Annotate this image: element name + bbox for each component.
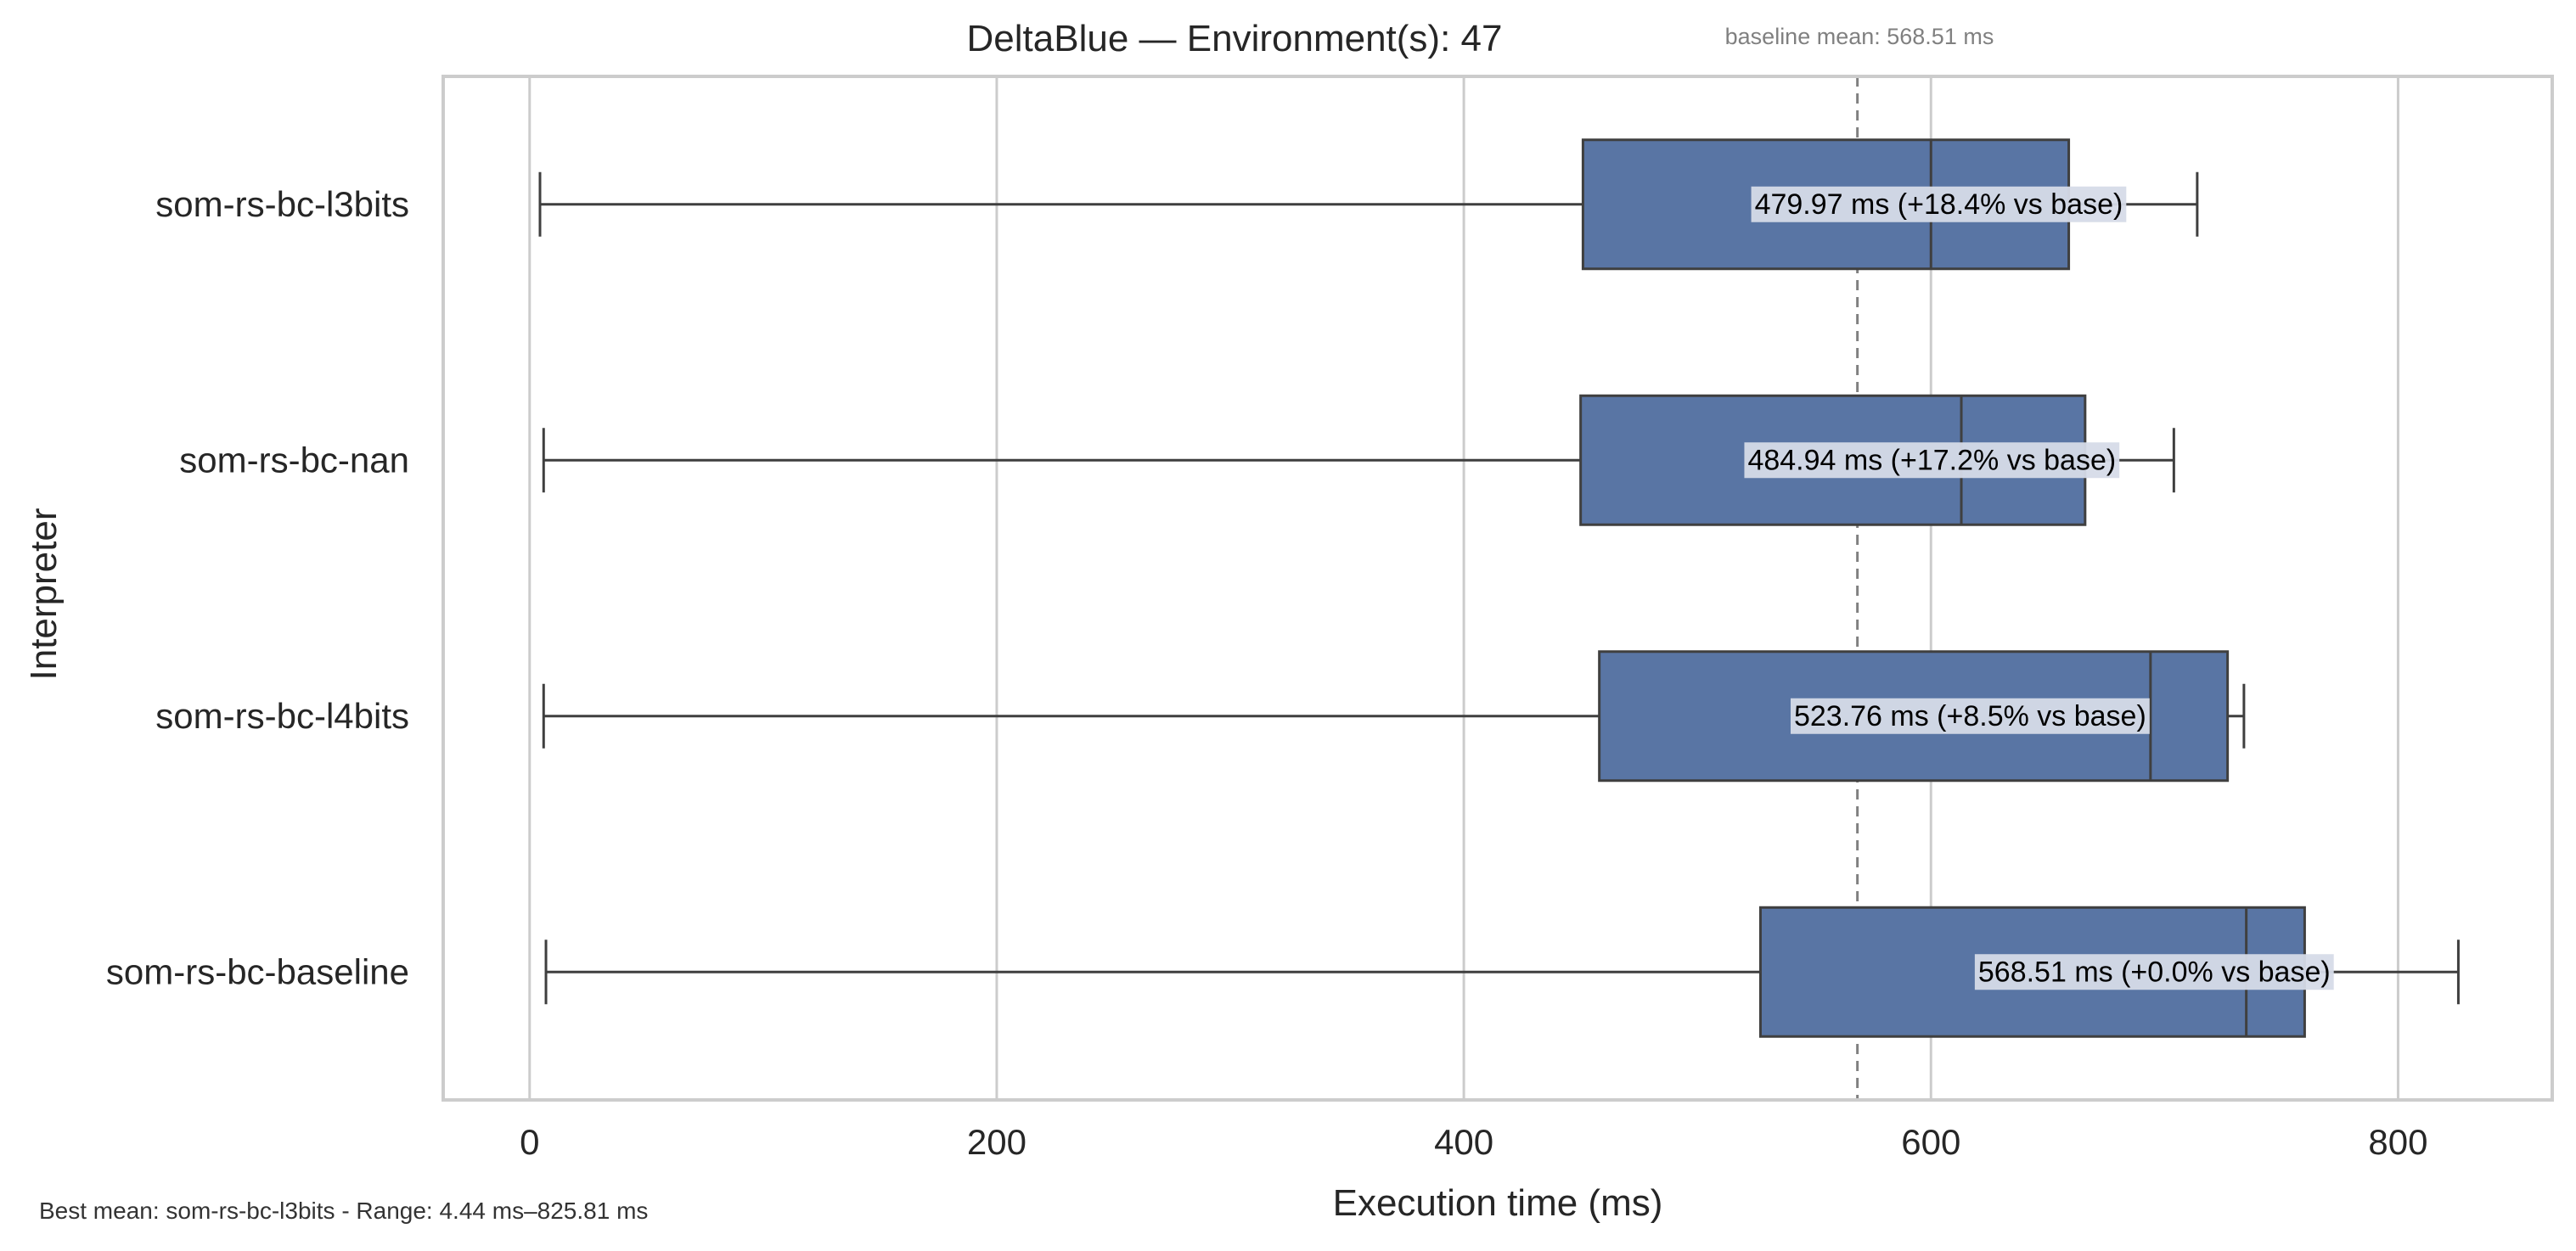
annotation-background — [1974, 954, 2334, 990]
x-tick-label: 200 — [967, 1122, 1026, 1162]
annotation-text: 479.97 ms (+18.4% vs base) — [1755, 188, 2123, 221]
chart-title: DeltaBlue — Environment(s): 47 — [967, 18, 1503, 59]
y-tick-label: som-rs-bc-l4bits — [155, 696, 409, 736]
annotation-background — [1751, 186, 2127, 222]
x-tick-label: 800 — [2368, 1122, 2427, 1162]
annotation-text: 568.51 ms (+0.0% vs base) — [1978, 956, 2331, 988]
y-tick-label: som-rs-bc-l3bits — [155, 184, 409, 224]
annotation-text: 484.94 ms (+17.2% vs base) — [1747, 444, 2116, 476]
annotation-background — [1744, 442, 2120, 479]
x-tick-label: 0 — [520, 1122, 539, 1162]
x-axis-label: Execution time (ms) — [1333, 1182, 1663, 1224]
y-tick-labels: som-rs-bc-l3bits som-rs-bc-nan som-rs-bc-l… — [106, 184, 409, 992]
y-axis-label: Interpreter — [23, 508, 65, 681]
y-tick-label: som-rs-bc-baseline — [106, 951, 409, 991]
mean-annotations: 479.97 ms (+18.4% vs base) 484.94 ms (+17… — [1744, 186, 2334, 990]
annotation-text: 523.76 ms (+8.5% vs base) — [1794, 700, 2146, 732]
annotation-background — [1790, 698, 2150, 734]
baseline-label: baseline mean: 568.51 ms — [1725, 24, 1994, 49]
mean-annotation: 568.51 ms (+0.0% vs base) — [1974, 954, 2334, 990]
mean-annotation: 484.94 ms (+17.2% vs base) — [1744, 442, 2120, 479]
x-tick-label: 600 — [1901, 1122, 1960, 1162]
plot-frame — [442, 75, 2554, 1102]
x-tick-labels: 0 200 400 600 800 — [520, 1122, 2427, 1162]
mean-annotation: 523.76 ms (+8.5% vs base) — [1790, 698, 2150, 734]
mean-annotation: 479.97 ms (+18.4% vs base) — [1751, 186, 2127, 222]
box-plots — [538, 138, 2460, 1038]
y-tick-label: som-rs-bc-nan — [179, 440, 409, 480]
x-tick-label: 400 — [1434, 1122, 1493, 1162]
footnote: Best mean: som-rs-bc-l3bits - Range: 4.4… — [39, 1198, 648, 1224]
